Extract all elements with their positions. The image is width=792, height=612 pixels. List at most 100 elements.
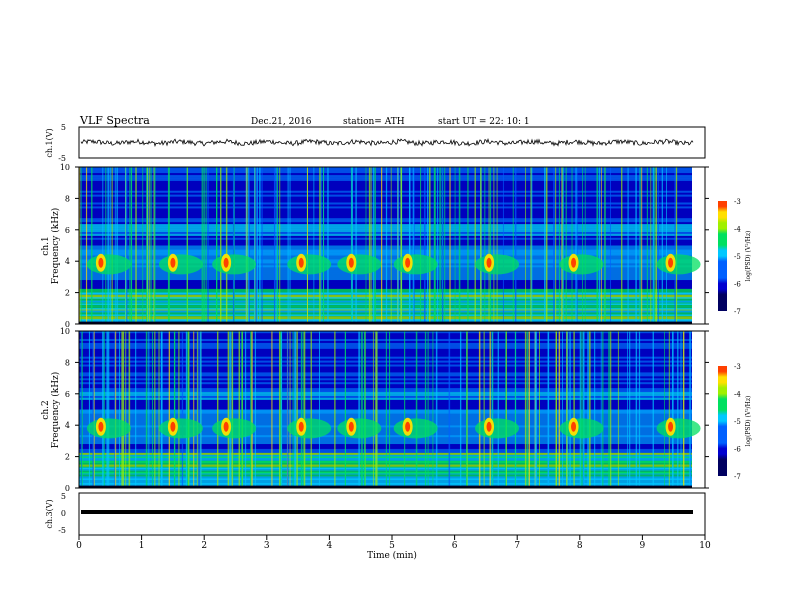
- ch2-freq-ylabel-ch: ch.2: [41, 400, 51, 419]
- sferic: [424, 167, 426, 324]
- spectrogram-band: [79, 225, 692, 229]
- sferic: [334, 331, 336, 488]
- sferic: [280, 331, 282, 488]
- spectrogram-band: [79, 204, 692, 207]
- xtick-label: 3: [264, 541, 270, 551]
- sferic: [102, 331, 104, 488]
- burst-halo: [287, 418, 332, 439]
- sferic: [289, 331, 291, 488]
- sferic: [512, 167, 514, 324]
- burst-peak: [223, 421, 229, 432]
- sferic: [666, 167, 667, 324]
- ch3-ytick-5: 5: [61, 492, 66, 501]
- spectrogram-band: [79, 282, 692, 285]
- xtick-label: 7: [514, 541, 520, 551]
- sferic: [130, 167, 132, 324]
- sferic: [154, 167, 156, 324]
- spectrogram-band: [79, 168, 692, 172]
- spectrogram-band: [79, 452, 692, 455]
- sferic: [467, 167, 469, 324]
- sferic: [506, 331, 507, 488]
- sferic: [374, 331, 376, 488]
- sferic: [420, 167, 422, 324]
- sferic: [199, 331, 201, 488]
- sferic: [128, 331, 131, 488]
- spectrogram-band: [79, 167, 692, 170]
- xtick-label: 2: [201, 541, 207, 551]
- sferic: [652, 331, 654, 488]
- ch1-colorbar-gradient: [718, 201, 727, 311]
- sferic: [571, 167, 573, 324]
- sferic: [380, 167, 383, 324]
- xtick-label: 10: [699, 541, 711, 551]
- colorbar-tick-label: -4: [734, 226, 741, 234]
- sferic: [437, 167, 439, 324]
- sferic: [205, 167, 207, 324]
- spectrogram-band: [79, 235, 692, 238]
- sferic: [646, 167, 648, 324]
- spectrogram-band: [79, 174, 692, 178]
- spectrogram-band: [79, 446, 692, 449]
- sferic: [303, 331, 304, 488]
- spectrogram-band: [79, 180, 692, 183]
- burst-halo: [393, 254, 438, 275]
- burst-peak: [405, 257, 411, 268]
- sferic: [664, 331, 665, 488]
- colorbar-tick-label: -4: [734, 391, 741, 399]
- spectrogram-band: [79, 476, 692, 479]
- spectrogram-line: [79, 483, 692, 485]
- sferic: [409, 167, 411, 324]
- sferic: [444, 167, 446, 324]
- sferic: [427, 331, 429, 488]
- sferic: [105, 167, 107, 324]
- spectrogram-line: [79, 308, 692, 310]
- sferic: [584, 167, 586, 324]
- spectrogram-band: [79, 395, 692, 398]
- spectrogram-band: [79, 462, 692, 465]
- sferic: [146, 167, 148, 324]
- sferic: [376, 331, 378, 488]
- sferic: [641, 167, 643, 324]
- spectrogram-band: [79, 229, 692, 232]
- sferic: [251, 331, 253, 488]
- burst-halo: [656, 418, 701, 439]
- burst-peak: [298, 257, 304, 268]
- sferic: [300, 331, 303, 488]
- ch3-voltage-trace: [81, 510, 693, 514]
- spectrogram-band: [79, 383, 692, 387]
- ch1-freq-ylabel: Frequency (kHz): [50, 208, 61, 285]
- spectrogram-band: [79, 206, 692, 209]
- colorbar-tick-label: -3: [734, 363, 741, 371]
- spectrogram-band: [79, 188, 692, 191]
- sferic: [483, 331, 485, 488]
- spectrogram-band: [79, 458, 692, 461]
- spectrogram-band: [79, 474, 692, 477]
- sferic: [573, 331, 575, 488]
- sferic: [102, 331, 104, 488]
- spectrogram-band: [79, 223, 692, 227]
- sferic: [555, 331, 557, 488]
- ch1-voltage-panel: 5 -5 ch.1(V): [45, 123, 706, 163]
- sferic: [254, 167, 256, 324]
- sferic: [200, 331, 202, 488]
- spectrogram-line: [79, 314, 692, 316]
- burst-halo: [158, 418, 203, 439]
- ytick-label: 4: [65, 257, 70, 266]
- sferic: [488, 167, 490, 324]
- xtick-label: 0: [76, 541, 82, 551]
- spectrogram-band: [79, 202, 692, 205]
- burst-halo: [86, 254, 131, 275]
- burst-peak: [571, 421, 577, 432]
- sferic: [514, 167, 517, 324]
- sferic: [466, 331, 468, 488]
- sferic: [186, 331, 188, 488]
- sferic: [193, 331, 195, 488]
- ch3-voltage-ylabel: ch.3(V): [45, 499, 54, 528]
- sferic: [303, 331, 306, 488]
- sferic: [255, 167, 257, 324]
- sferic: [610, 331, 612, 488]
- sferic: [390, 167, 392, 324]
- spectrogram-band: [79, 182, 692, 185]
- sferic: [259, 167, 261, 324]
- spectrogram-band: [79, 214, 692, 217]
